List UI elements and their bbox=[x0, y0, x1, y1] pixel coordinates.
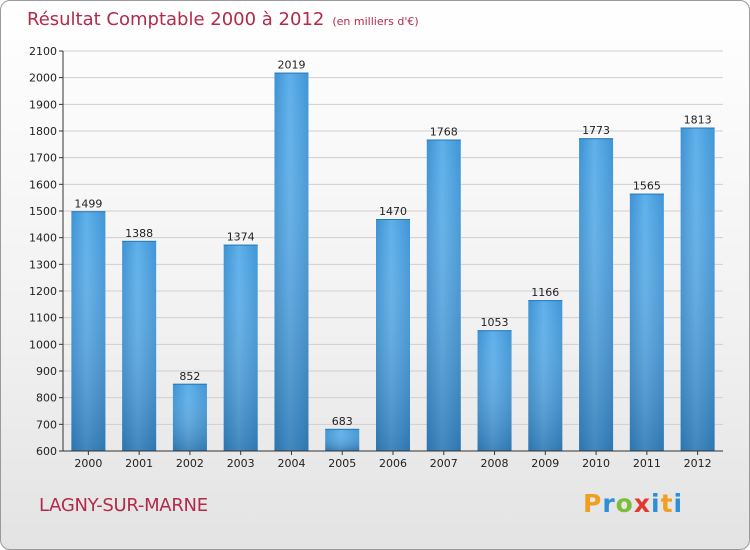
chart-title: Résultat Comptable 2000 à 2012 (en millie… bbox=[27, 9, 419, 30]
value-label: 1768 bbox=[430, 126, 458, 139]
y-tick-label: 800 bbox=[36, 392, 57, 405]
y-tick-label: 1500 bbox=[29, 205, 57, 218]
town-name: LAGNY-SUR-MARNE bbox=[39, 495, 208, 516]
y-tick-label: 1100 bbox=[29, 312, 57, 325]
value-label: 1166 bbox=[531, 286, 559, 299]
bar-shade bbox=[477, 330, 512, 451]
x-tick-label: 2009 bbox=[531, 457, 559, 470]
y-tick-label: 1800 bbox=[29, 125, 57, 138]
value-label: 1499 bbox=[74, 197, 102, 210]
value-label: 1374 bbox=[227, 231, 255, 244]
logo-letter: x bbox=[633, 489, 651, 518]
x-tick-label: 2007 bbox=[430, 457, 458, 470]
x-tick-label: 2001 bbox=[125, 457, 153, 470]
value-label: 1813 bbox=[684, 114, 712, 127]
x-tick-label: 2008 bbox=[481, 457, 509, 470]
bar-shade bbox=[629, 193, 664, 451]
y-tick-label: 2100 bbox=[29, 45, 57, 58]
y-tick-label: 700 bbox=[36, 418, 57, 431]
logo-letter: P bbox=[583, 489, 603, 518]
bar-shade bbox=[223, 244, 258, 451]
x-tick-label: 2004 bbox=[277, 457, 305, 470]
labels: 600 700 800 900 1000 1100 1200 1300 1400 1500 1600… bbox=[29, 45, 712, 470]
bar-shade bbox=[579, 138, 614, 451]
bar-shade bbox=[528, 300, 563, 451]
bar-shade bbox=[172, 383, 207, 451]
bar-shade bbox=[325, 428, 360, 451]
x-tick-label: 2012 bbox=[684, 457, 712, 470]
bar-shade bbox=[426, 139, 461, 452]
bar-shade bbox=[71, 211, 106, 451]
chart-title-text: Résultat Comptable 2000 à 2012 bbox=[27, 9, 325, 30]
x-tick-label: 2010 bbox=[582, 457, 610, 470]
y-tick-label: 1700 bbox=[29, 152, 57, 165]
value-label: 683 bbox=[332, 415, 353, 428]
logo-letter: r bbox=[602, 489, 616, 518]
bar-shade bbox=[274, 72, 309, 451]
x-tick-label: 2003 bbox=[227, 457, 255, 470]
y-tick-label: 1900 bbox=[29, 98, 57, 111]
y-tick-label: 900 bbox=[36, 365, 57, 378]
logo-letter: t bbox=[660, 489, 674, 518]
y-tick-label: 1200 bbox=[29, 285, 57, 298]
logo-letter: i bbox=[673, 489, 684, 518]
y-tick-label: 1600 bbox=[29, 178, 57, 191]
bar-shade bbox=[680, 127, 715, 452]
value-label: 1053 bbox=[481, 316, 509, 329]
bar-shade bbox=[376, 219, 410, 451]
bars bbox=[71, 72, 715, 452]
logo-letter: i bbox=[651, 489, 661, 518]
x-tick-label: 2005 bbox=[328, 457, 356, 470]
x-tick-label: 2011 bbox=[633, 457, 661, 470]
y-tick-label: 1300 bbox=[29, 258, 57, 271]
logo-letter: o bbox=[615, 489, 634, 518]
proxiti-logo: Proxiti bbox=[583, 489, 683, 518]
x-tick-label: 2000 bbox=[74, 457, 102, 470]
y-tick-label: 1000 bbox=[29, 338, 57, 351]
value-label: 1388 bbox=[125, 227, 153, 240]
bar-shade bbox=[122, 240, 157, 451]
axes bbox=[59, 50, 723, 455]
value-label: 852 bbox=[179, 370, 200, 383]
x-tick-label: 2006 bbox=[379, 457, 407, 470]
value-label: 1773 bbox=[582, 124, 610, 137]
value-label: 2019 bbox=[277, 59, 305, 72]
y-tick-label: 1400 bbox=[29, 232, 57, 245]
value-label: 1470 bbox=[379, 205, 407, 218]
x-tick-label: 2002 bbox=[176, 457, 204, 470]
chart-subtitle: (en milliers d'€) bbox=[332, 15, 419, 28]
value-label: 1565 bbox=[633, 180, 661, 193]
y-tick-label: 2000 bbox=[29, 72, 57, 85]
y-tick-label: 600 bbox=[36, 445, 57, 458]
